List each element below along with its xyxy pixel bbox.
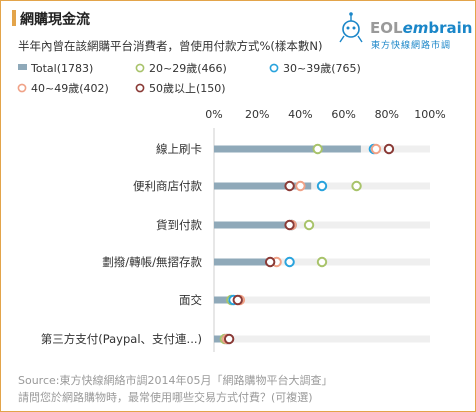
- legend-swatch-ring: [135, 63, 145, 73]
- total-bar: [214, 221, 290, 229]
- legend-label: 40~49歲(402): [31, 81, 109, 95]
- source-note: Source:東方快線網絡市調2014年05月「網路購物平台大調查」: [18, 373, 332, 387]
- series-point: [223, 333, 235, 345]
- legend-swatch-ring: [269, 63, 279, 73]
- chart-row: 第三方支付(Paypal、支付連...): [41, 332, 430, 346]
- x-tick-label: 60%: [331, 108, 355, 121]
- legend-label: 50歲以上(150): [149, 81, 226, 95]
- legend-swatch-ring: [135, 83, 145, 93]
- legend-label: 20~29歲(466): [149, 61, 227, 75]
- footer: Source:東方快線網絡市調2014年05月「網路購物平台大調查」 請問您於網…: [18, 373, 332, 404]
- brand-logo: EOLembrain 東方快線網路市調: [339, 12, 472, 51]
- category-label: 第三方支付(Paypal、支付連...): [41, 332, 202, 346]
- legend-swatch-total: [18, 64, 27, 70]
- series-point: [351, 180, 362, 192]
- x-tick-label: 20%: [245, 108, 269, 121]
- total-bar: [214, 182, 312, 190]
- bar-track: [214, 221, 430, 229]
- x-tick-label: 40%: [288, 108, 312, 121]
- page-title: 網購現金流: [20, 11, 90, 28]
- chart-row: 劃撥/轉帳/無摺存款: [102, 255, 430, 269]
- logo-wordmark-eol: EOL: [370, 19, 403, 37]
- title-accent-bar: [12, 10, 16, 26]
- x-tick-label: 80%: [375, 108, 399, 121]
- logo-tagline: 東方快線網路市調: [371, 39, 451, 51]
- series-point: [232, 294, 243, 306]
- total-bar: [214, 145, 361, 153]
- legend-swatch-ring: [17, 83, 27, 93]
- chart-subtitle: 半年內曾在該網購平台消費者，曾使用付款方式%(樣本數N): [18, 39, 323, 53]
- series-point: [383, 143, 395, 155]
- x-tick-label: 100%: [414, 108, 445, 121]
- series-point: [316, 180, 328, 192]
- chart-row: 貨到付款: [156, 218, 430, 232]
- legend-label: Total(1783): [30, 62, 93, 75]
- category-label: 面交: [179, 293, 202, 307]
- chart-legend: Total(1783) 20~29歲(466) 30~39歲(765) 40~49歲(…: [17, 61, 361, 95]
- legend-label: 30~39歲(765): [283, 61, 361, 75]
- bar-track: [214, 296, 430, 304]
- chart-rows: 線上刷卡便利商店付款貨到付款劃撥/轉帳/無摺存款面交第三方支付(Paypal、支…: [41, 142, 430, 346]
- header: 網購現金流 半年內曾在該網購平台消費者，曾使用付款方式%(樣本數N): [12, 10, 323, 53]
- category-label: 線上刷卡: [156, 142, 202, 156]
- x-tick-label: 0%: [205, 108, 222, 121]
- logo-wordmark-brain: brain: [428, 19, 472, 37]
- series-point: [312, 143, 323, 155]
- total-bar: [214, 296, 236, 304]
- category-label: 便利商店付款: [133, 179, 202, 193]
- question-note: 請問您於網路購物時，最常使用哪些交易方式付費？(可複選): [18, 390, 313, 404]
- series-point: [284, 256, 295, 268]
- series-point: [284, 180, 295, 192]
- series-point: [316, 256, 328, 268]
- logo-wordmark: EOLembrain: [370, 19, 472, 37]
- series-point: [370, 143, 382, 155]
- total-bar: [214, 258, 279, 266]
- chart-row: 線上刷卡: [156, 142, 430, 156]
- logo-wordmark-em: em: [403, 19, 429, 37]
- series-point: [303, 219, 315, 231]
- series-point: [284, 219, 295, 231]
- bar-track: [214, 335, 430, 343]
- chart-row: 面交: [179, 293, 430, 307]
- category-label: 劃撥/轉帳/無摺存款: [102, 255, 202, 269]
- series-point: [295, 180, 306, 192]
- category-label: 貨到付款: [156, 218, 202, 232]
- x-axis: 0% 20% 40% 60% 80% 100%: [205, 108, 446, 352]
- series-point: [264, 256, 276, 268]
- chart-row: 便利商店付款: [133, 179, 430, 193]
- robot-mascot-icon: [339, 12, 363, 43]
